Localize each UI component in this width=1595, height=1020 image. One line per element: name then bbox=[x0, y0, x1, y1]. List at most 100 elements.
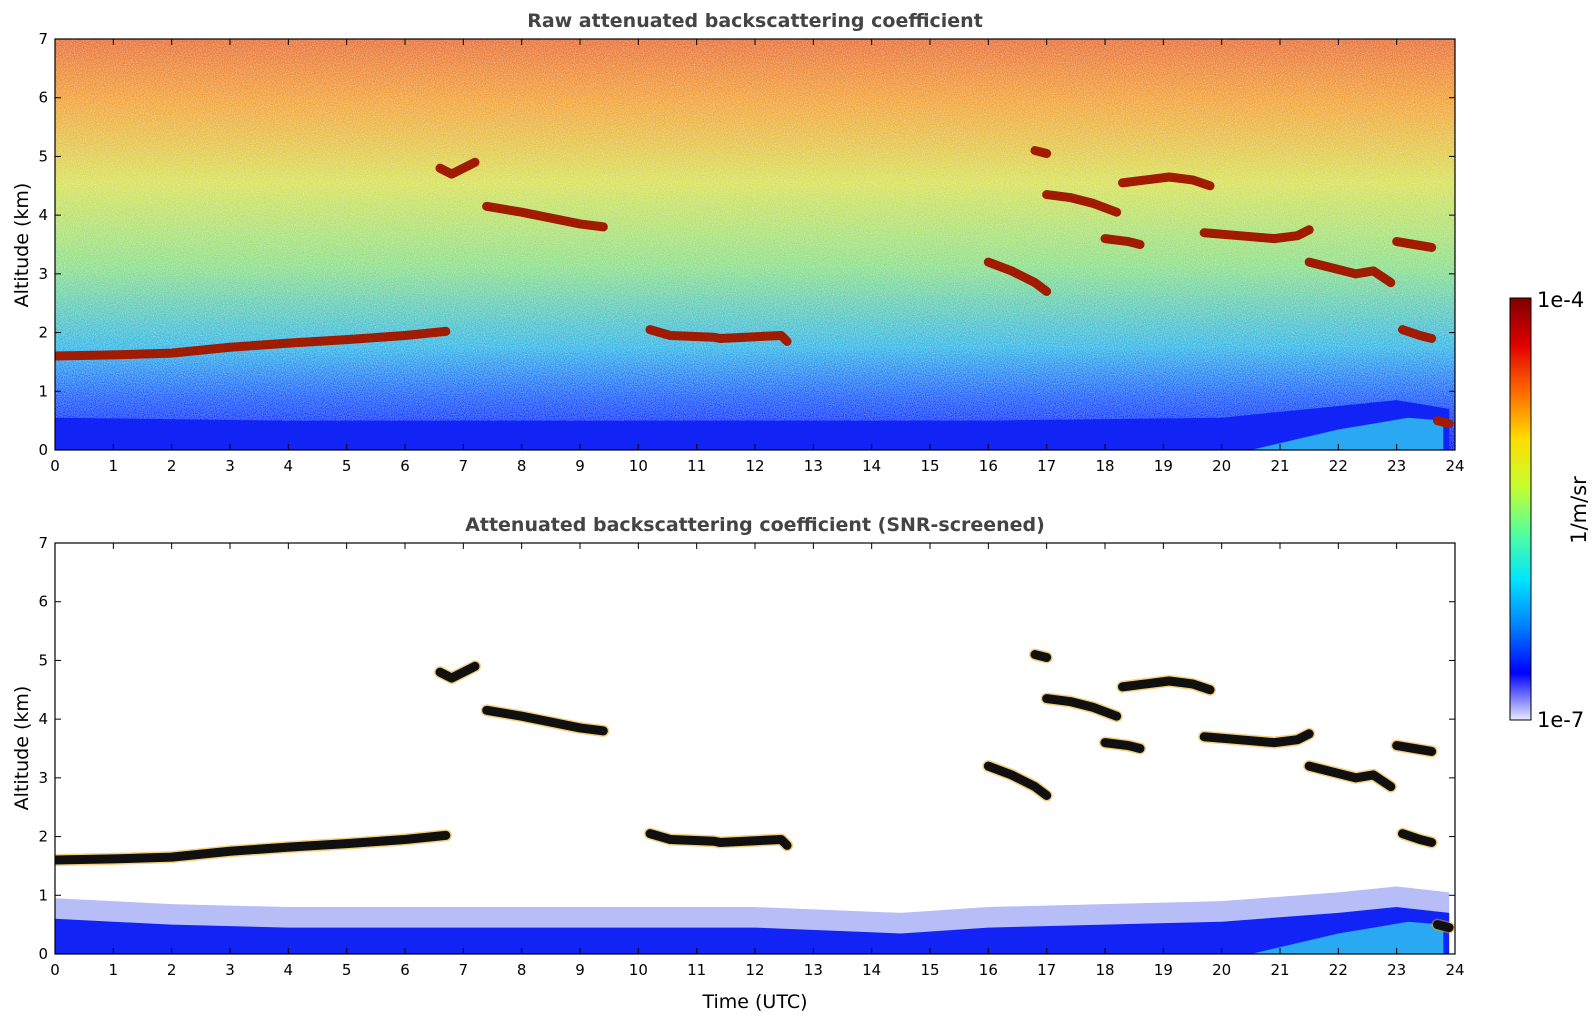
cloud-layer bbox=[645, 325, 792, 346]
y-tick-label: 7 bbox=[38, 30, 48, 48]
x-tick-label: 20 bbox=[1212, 457, 1231, 475]
y-tick-label: 0 bbox=[38, 945, 48, 963]
cloud-layer bbox=[1030, 146, 1052, 158]
cloud-layer bbox=[1100, 234, 1145, 249]
x-tick-label: 20 bbox=[1212, 961, 1231, 979]
y-tick-label: 3 bbox=[38, 265, 48, 283]
y-tick-label: 2 bbox=[38, 324, 48, 342]
panel-screened-ylabel: Altitude (km) bbox=[11, 686, 33, 811]
x-tick-label: 12 bbox=[745, 961, 764, 979]
x-tick-label: 7 bbox=[459, 961, 469, 979]
y-tick-label: 4 bbox=[38, 206, 48, 224]
x-tick-label: 0 bbox=[50, 961, 60, 979]
cloud-layer bbox=[1042, 694, 1122, 721]
y-tick-label: 5 bbox=[38, 651, 48, 669]
cloud-layer bbox=[1100, 738, 1145, 753]
panel-screened-heatmap bbox=[55, 543, 1455, 954]
cloud-layer bbox=[55, 830, 451, 865]
screened-background bbox=[55, 543, 1455, 954]
panel-screened-xlabel: Time (UTC) bbox=[701, 991, 807, 1013]
x-tick-label: 5 bbox=[342, 961, 352, 979]
panel-raw-ylabel: Altitude (km) bbox=[11, 183, 33, 308]
cloud-layer bbox=[1030, 650, 1052, 662]
colorbar-bar bbox=[1509, 297, 1532, 721]
panel-raw: Raw attenuated backscattering coefficien… bbox=[11, 10, 1465, 475]
x-tick-label: 23 bbox=[1387, 961, 1406, 979]
cloud-layer bbox=[1042, 190, 1122, 217]
x-tick-label: 4 bbox=[284, 961, 294, 979]
x-tick-label: 3 bbox=[225, 961, 235, 979]
y-tick-label: 0 bbox=[38, 441, 48, 459]
cloud-layer bbox=[645, 829, 792, 850]
x-tick-label: 6 bbox=[400, 961, 410, 979]
x-tick-label: 16 bbox=[979, 457, 998, 475]
x-tick-label: 18 bbox=[1095, 457, 1114, 475]
colorbar: 1e-4 1e-7 1/m/sr bbox=[1509, 288, 1591, 732]
x-tick-label: 3 bbox=[225, 457, 235, 475]
y-tick-label: 2 bbox=[38, 828, 48, 846]
x-tick-label: 23 bbox=[1387, 457, 1406, 475]
cloud-layer bbox=[435, 661, 480, 683]
x-tick-label: 24 bbox=[1445, 961, 1464, 979]
cloud-layer bbox=[1199, 225, 1314, 244]
cloud-layer bbox=[1199, 729, 1314, 748]
aerosol-layer bbox=[1250, 417, 1444, 450]
x-tick-label: 12 bbox=[745, 457, 764, 475]
cloud-layer bbox=[1398, 829, 1437, 847]
cloud-layer bbox=[1304, 761, 1396, 792]
cloud-layer bbox=[1398, 325, 1437, 343]
x-tick-label: 19 bbox=[1154, 457, 1173, 475]
cloud-layer bbox=[1118, 676, 1215, 695]
x-tick-label: 17 bbox=[1037, 961, 1056, 979]
panel-screened-y-axis: 0 1 2 3 4 5 6 7 bbox=[38, 534, 1455, 963]
cloud-layer bbox=[482, 201, 608, 232]
y-tick-label: 6 bbox=[38, 593, 48, 611]
cloud-layer bbox=[1392, 741, 1437, 756]
y-tick-label: 6 bbox=[38, 89, 48, 107]
x-tick-label: 7 bbox=[459, 457, 469, 475]
x-tick-label: 4 bbox=[284, 457, 294, 475]
x-tick-label: 9 bbox=[575, 961, 585, 979]
y-tick-label: 1 bbox=[38, 382, 48, 400]
y-tick-label: 7 bbox=[38, 534, 48, 552]
x-tick-label: 6 bbox=[400, 457, 410, 475]
x-tick-label: 8 bbox=[517, 961, 527, 979]
panel-raw-x-axis: 0 1 2 3 4 5 6 7 8 9 10 11 12 13 14 15 16 17 18 19 20 21 22 23 24 bbox=[50, 39, 1465, 475]
cloud-layer bbox=[435, 157, 480, 179]
aerosol-layer bbox=[1250, 921, 1444, 954]
cloud-layer bbox=[1433, 416, 1454, 429]
cloud-layer bbox=[983, 761, 1052, 800]
boundary-layer bbox=[55, 400, 1450, 450]
x-tick-label: 1 bbox=[109, 961, 119, 979]
x-tick-label: 11 bbox=[687, 457, 706, 475]
x-tick-label: 14 bbox=[862, 961, 881, 979]
x-tick-label: 15 bbox=[920, 457, 939, 475]
y-tick-label: 4 bbox=[38, 710, 48, 728]
x-tick-label: 22 bbox=[1329, 457, 1348, 475]
x-tick-label: 16 bbox=[979, 961, 998, 979]
cloud-layer bbox=[1433, 920, 1454, 933]
x-tick-label: 9 bbox=[575, 457, 585, 475]
x-tick-label: 2 bbox=[167, 961, 177, 979]
x-tick-label: 0 bbox=[50, 457, 60, 475]
x-tick-label: 21 bbox=[1270, 961, 1289, 979]
x-tick-label: 8 bbox=[517, 457, 527, 475]
x-tick-label: 18 bbox=[1095, 961, 1114, 979]
cloud-layer bbox=[55, 326, 451, 361]
panel-raw-title: Raw attenuated backscattering coefficien… bbox=[527, 10, 983, 32]
x-tick-label: 21 bbox=[1270, 457, 1289, 475]
x-tick-label: 14 bbox=[862, 457, 881, 475]
x-tick-label: 2 bbox=[167, 457, 177, 475]
panel-raw-heatmap bbox=[55, 39, 1455, 450]
panel-screened-x-axis: 0 1 2 3 4 5 6 7 8 9 10 11 12 13 14 15 16 17 18 19 20 21 22 23 24 bbox=[50, 543, 1465, 979]
x-tick-label: 10 bbox=[629, 961, 648, 979]
cloud-layer bbox=[1304, 257, 1396, 288]
noise-speckle bbox=[55, 39, 1455, 450]
x-tick-label: 10 bbox=[629, 457, 648, 475]
y-tick-label: 3 bbox=[38, 769, 48, 787]
x-tick-label: 1 bbox=[109, 457, 119, 475]
colorbar-min-label: 1e-7 bbox=[1537, 708, 1584, 732]
boundary-layer bbox=[55, 907, 1450, 954]
panel-screened-title: Attenuated backscattering coefficient (S… bbox=[465, 514, 1045, 536]
x-tick-label: 5 bbox=[342, 457, 352, 475]
